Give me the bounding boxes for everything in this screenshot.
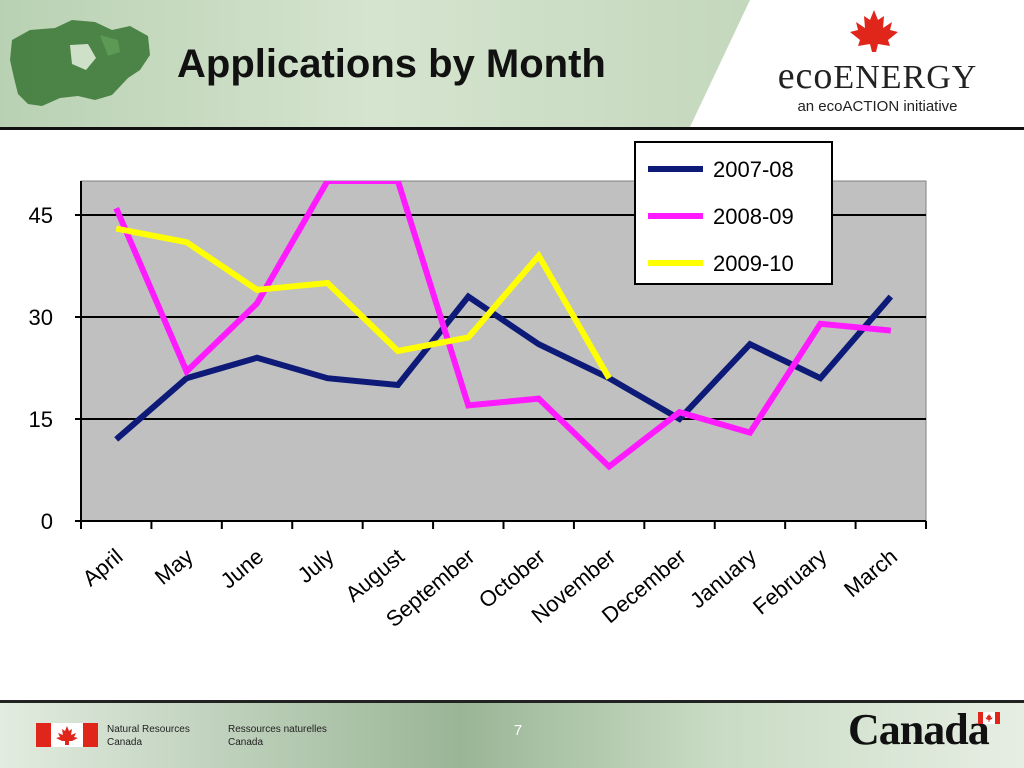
y-tick-label: 30: [29, 305, 53, 330]
x-tick-label: July: [293, 544, 339, 588]
legend-label: 2009-10: [713, 251, 794, 276]
x-tick-label: April: [78, 544, 128, 591]
brand-tagline: an ecoACTION initiative: [797, 98, 958, 115]
series-line-2009-10: [115, 225, 612, 380]
footer-divider: [0, 700, 1024, 703]
department-fr-line1: Ressources naturelles: [228, 724, 327, 735]
header-divider: [0, 127, 1024, 130]
y-tick-label: 45: [29, 203, 53, 228]
ecoenergy-logo: ecoENERGY an ecoACTION initiative: [765, 55, 990, 115]
x-tick-label: June: [216, 544, 269, 594]
brand-name: ENERGY: [833, 59, 978, 96]
legend-label: 2008-09: [713, 204, 794, 229]
y-tick-label: 15: [29, 407, 53, 432]
legend-label: 2007-08: [713, 157, 794, 182]
header-background: [0, 0, 750, 127]
wordmark-flag-icon: [978, 712, 1000, 724]
canada-wordmark: Canada: [848, 705, 990, 754]
department-en-line1: Natural Resources: [107, 724, 190, 735]
department-en-line2: Canada: [107, 737, 143, 748]
x-tick-label: May: [150, 544, 198, 590]
series-line-2007-08: [114, 292, 894, 442]
y-tick-label: 0: [41, 509, 53, 534]
brand-prefix: eco: [777, 55, 834, 97]
department-name-en: Natural Resources Canada: [107, 723, 190, 749]
canada-flag-icon: [36, 723, 98, 747]
x-tick-label: February: [748, 544, 832, 620]
department-fr-line2: Canada: [228, 737, 264, 748]
department-name-fr: Ressources naturelles Canada: [228, 723, 327, 749]
page-title: Applications by Month: [177, 42, 606, 86]
x-tick-label: March: [839, 544, 902, 602]
footer-background: [0, 703, 1024, 768]
canada-map-icon: [10, 20, 150, 106]
page-number: 7: [513, 722, 523, 739]
slide-header: Applications by Month ecoENERGY an ecoAC…: [0, 0, 1024, 128]
series-line-2008-09: [113, 181, 892, 471]
maple-leaf-icon: [850, 10, 898, 52]
